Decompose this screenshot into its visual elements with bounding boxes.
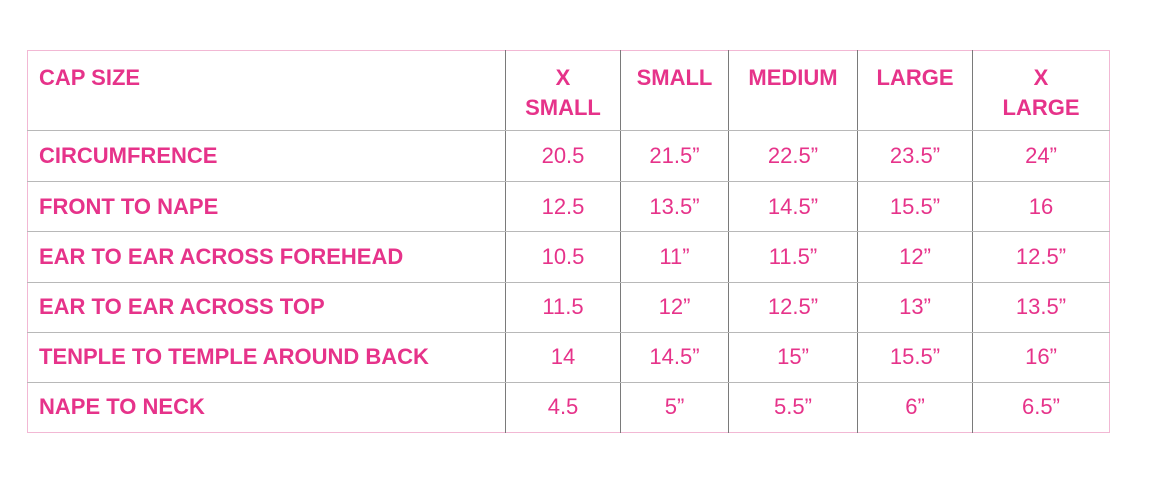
table-cell: 15.5” [857,332,973,383]
header-row: CAP SIZE X SMALL SMALL MEDIUM LARGE X LA… [27,50,1110,132]
size-header-xsmall-line2: SMALL [525,95,601,120]
row-label: EAR TO EAR ACROSS FOREHEAD [27,231,506,283]
table-cell: 13.5” [972,282,1110,333]
row-label: FRONT TO NAPE [27,181,506,233]
size-header-small: SMALL [620,50,729,132]
table-cell: 13” [857,282,973,333]
table-row: NAPE TO NECK 4.5 5” 5.5” 6” 6.5” [27,382,1110,433]
corner-header: CAP SIZE [27,50,506,132]
size-header-xlarge-line2: LARGE [1002,95,1080,120]
size-header-large-line1: LARGE [876,65,954,90]
table-cell: 11.5” [728,231,858,283]
row-label: NAPE TO NECK [27,382,506,433]
table-cell: 16 [972,181,1110,233]
table-row: TENPLE TO TEMPLE AROUND BACK 14 14.5” 15… [27,332,1110,383]
table-cell: 13.5” [620,181,729,233]
table-row: CIRCUMFRENCE 20.5 21.5” 22.5” 23.5” 24” [27,130,1110,183]
table-cell: 11” [620,231,729,283]
size-header-xlarge-line1: X [1033,65,1049,90]
size-header-xsmall-line1: X [555,65,571,90]
table-cell: 11.5 [505,282,621,333]
table-cell: 12.5 [505,181,621,233]
size-header-medium-line1: MEDIUM [748,65,838,90]
table-cell: 24” [972,130,1110,183]
row-label: CIRCUMFRENCE [27,130,506,183]
size-header-xlarge: X LARGE [972,50,1110,132]
table-row: FRONT TO NAPE 12.5 13.5” 14.5” 15.5” 16 [27,181,1110,233]
table-cell: 22.5” [728,130,858,183]
table-cell: 14.5” [620,332,729,383]
table-cell: 6.5” [1022,394,1060,420]
table-cell: 16” [972,332,1110,383]
table-row: EAR TO EAR ACROSS TOP 11.5 12” 12.5” 13”… [27,282,1110,333]
table-cell: 5.5” [728,382,858,433]
size-header-medium: MEDIUM [728,50,858,132]
size-header-xsmall: X SMALL [505,50,621,132]
table-cell: 20.5 [505,130,621,183]
row-label: TENPLE TO TEMPLE AROUND BACK [27,332,506,383]
table-cell: 15” [728,332,858,383]
table-cell: 21.5” [620,130,729,183]
table-cell: 5” [620,382,729,433]
table-cell: 10.5 [505,231,621,283]
size-header-large: LARGE [857,50,973,132]
table-cell: 12.5” [728,282,858,333]
table-cell: 23.5” [857,130,973,183]
row-label: EAR TO EAR ACROSS TOP [27,282,506,333]
table-cell: 14 [505,332,621,383]
size-header-small-line1: SMALL [636,65,713,90]
table-cell: 12” [620,282,729,333]
table-cell: 4.5 [505,382,621,433]
table-cell: 14.5” [728,181,858,233]
cap-size-table: CAP SIZE X SMALL SMALL MEDIUM LARGE X LA… [27,50,1110,433]
table-cell: 12” [857,231,973,283]
table-cell: 12.5” [972,231,1110,283]
table-row: EAR TO EAR ACROSS FOREHEAD 10.5 11” 11.5… [27,231,1110,283]
table-cell: 15.5” [857,181,973,233]
table-cell: 6” [857,382,973,433]
